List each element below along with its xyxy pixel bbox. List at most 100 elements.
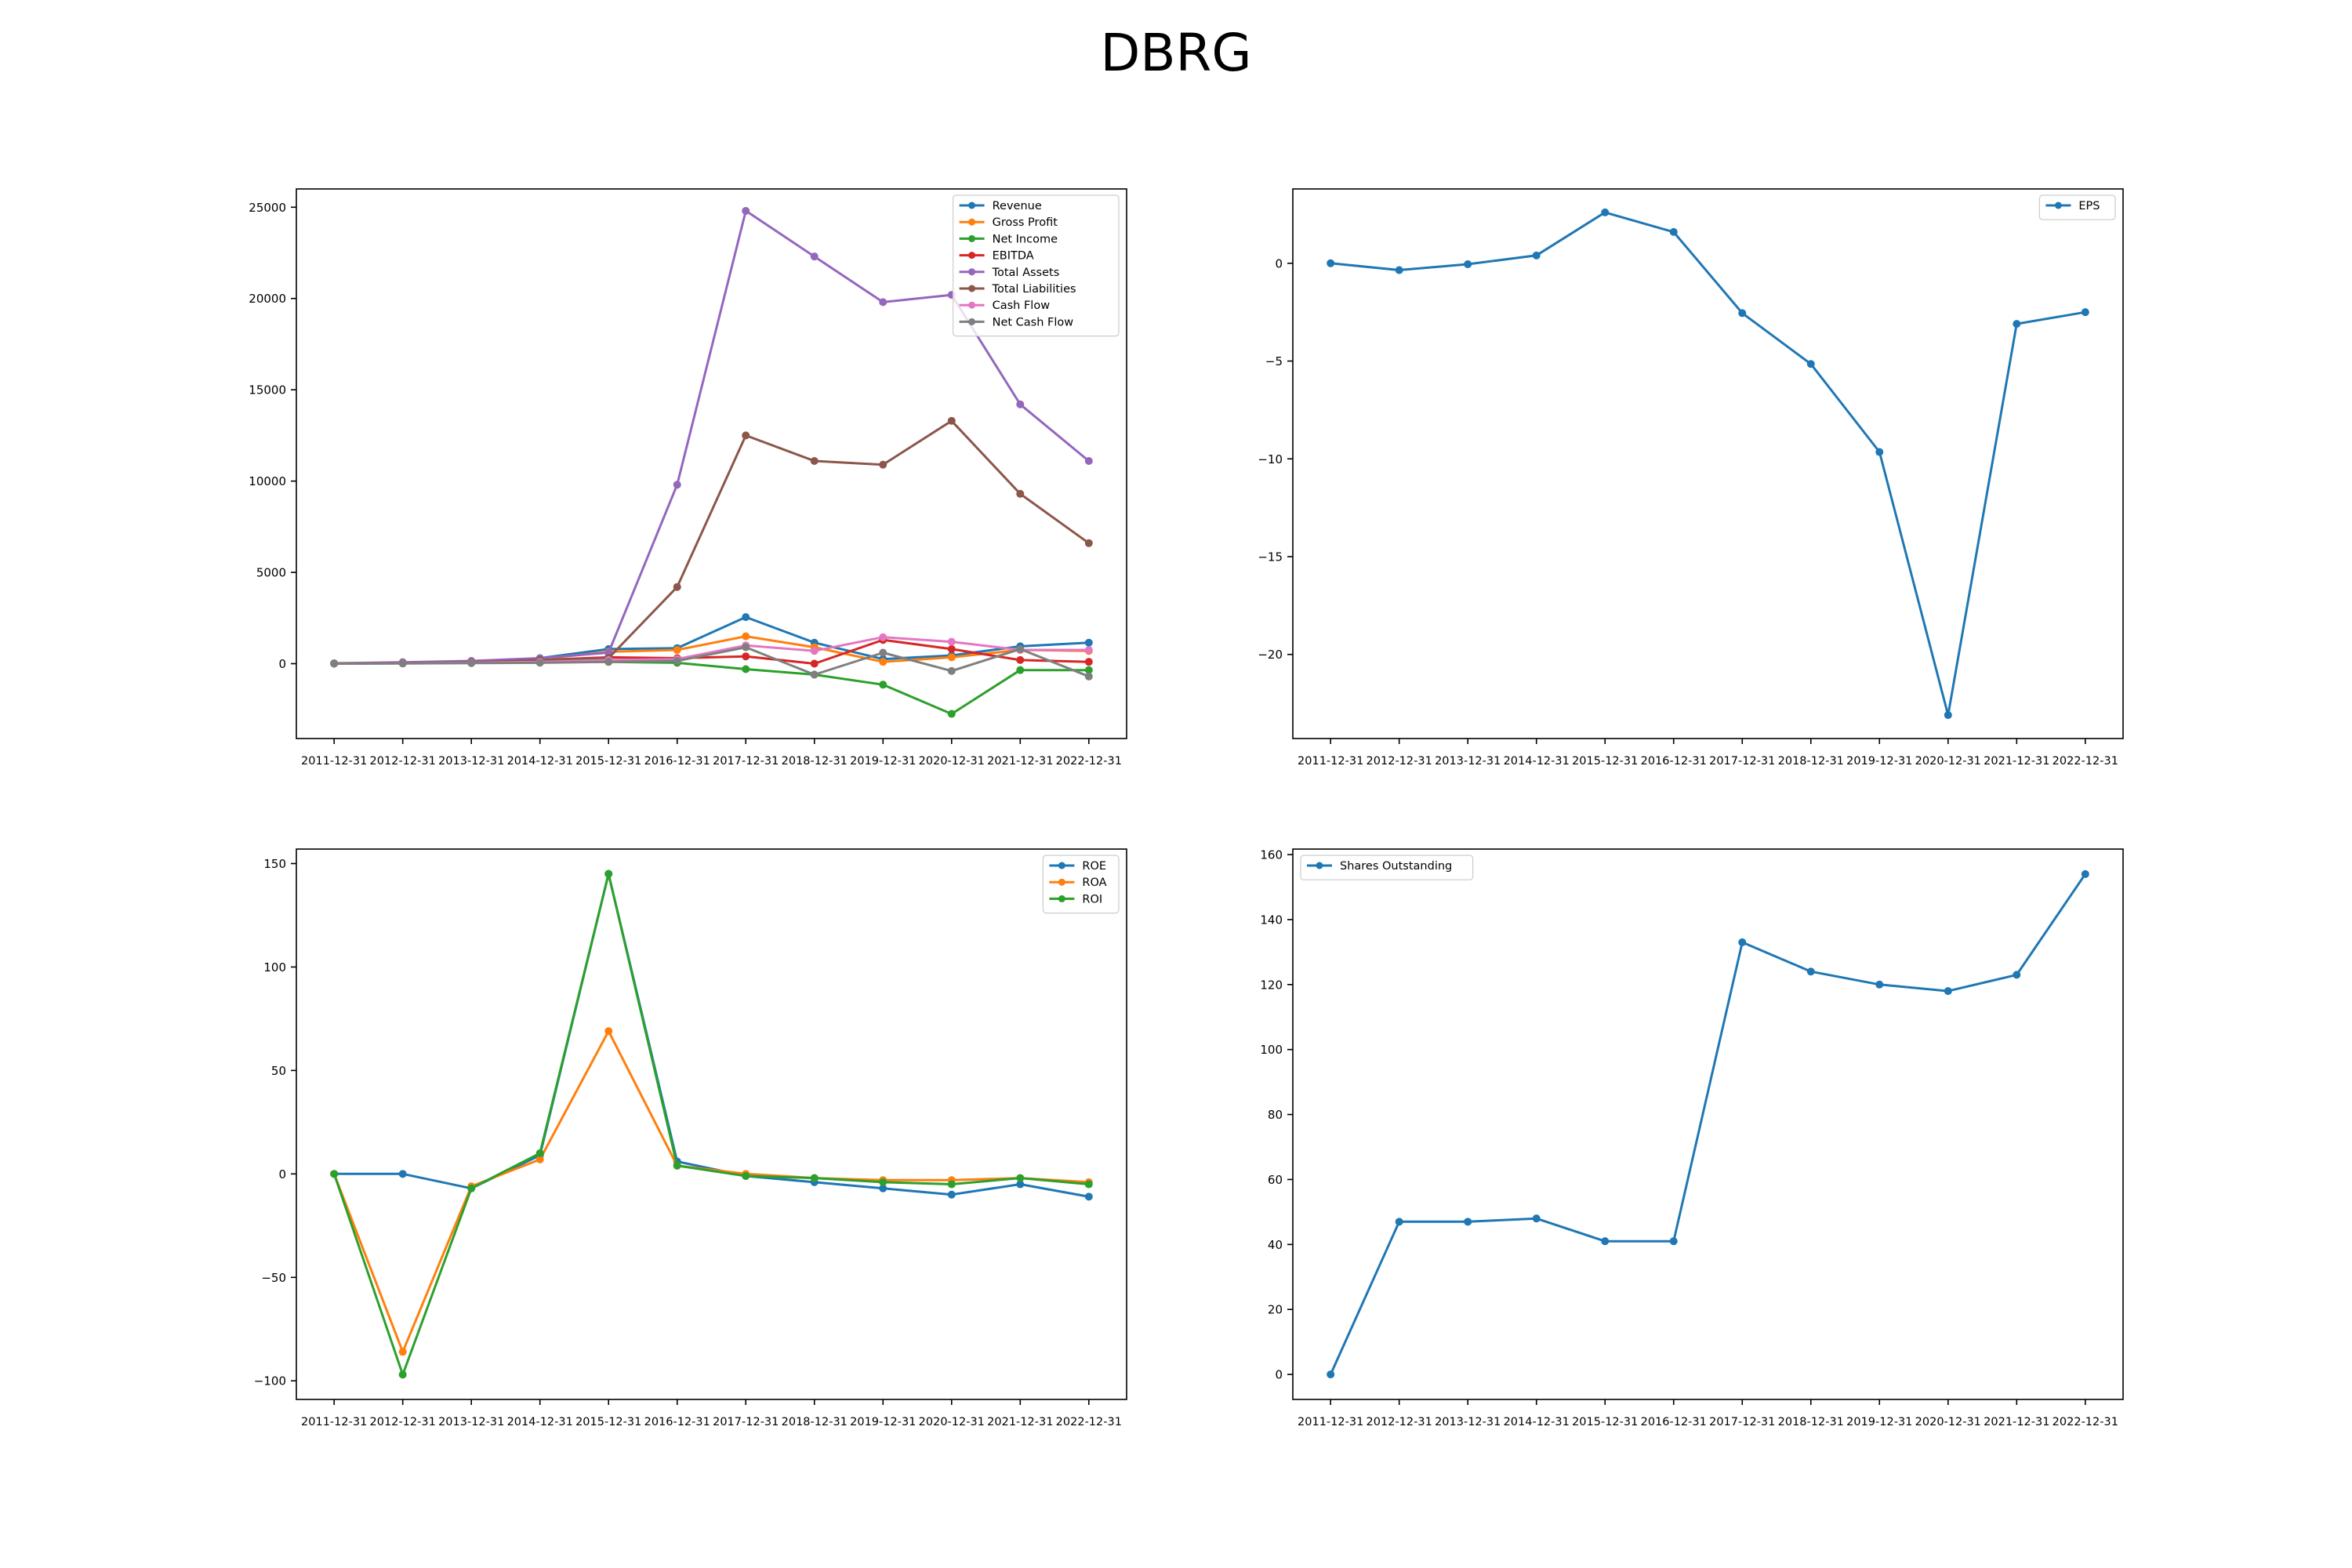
data-point bbox=[742, 613, 750, 622]
y-tick-label: 160 bbox=[1260, 848, 1283, 862]
data-point bbox=[947, 1190, 956, 1199]
legend-marker bbox=[968, 201, 976, 209]
x-tick-label: 2014-12-31 bbox=[1504, 755, 1570, 768]
y-tick-label: 0 bbox=[278, 1167, 286, 1181]
data-point bbox=[535, 1155, 544, 1163]
figure-title: DBRG bbox=[1100, 23, 1251, 83]
data-point bbox=[810, 647, 818, 655]
data-point bbox=[810, 252, 818, 261]
x-tick-label: 2018-12-31 bbox=[1778, 1416, 1844, 1428]
data-point bbox=[398, 1170, 407, 1178]
x-tick-label: 2013-12-31 bbox=[1435, 1416, 1501, 1428]
x-tick-label: 2020-12-31 bbox=[1915, 755, 1981, 768]
data-point bbox=[467, 1184, 476, 1192]
data-point bbox=[398, 1370, 407, 1379]
data-point bbox=[947, 710, 956, 718]
legend-marker bbox=[968, 252, 976, 260]
legend-marker bbox=[1058, 895, 1065, 902]
data-point bbox=[1464, 260, 1472, 269]
data-point bbox=[1601, 1237, 1610, 1246]
y-tick-label: 20000 bbox=[249, 292, 286, 306]
legend-marker bbox=[968, 318, 976, 325]
data-point bbox=[1806, 967, 1815, 976]
y-tick-label: 100 bbox=[263, 960, 286, 975]
data-point bbox=[1327, 259, 1335, 267]
data-point bbox=[947, 644, 956, 653]
legend-label: ROA bbox=[1082, 877, 1106, 889]
series-line-net-cash-flow bbox=[334, 646, 1090, 678]
data-point bbox=[742, 431, 750, 440]
legend-label: ROE bbox=[1082, 860, 1106, 873]
x-tick-label: 2019-12-31 bbox=[1846, 1416, 1912, 1428]
y-tick-label: −10 bbox=[1258, 452, 1283, 466]
x-tick-label: 2022-12-31 bbox=[1056, 1416, 1122, 1428]
y-tick-label: 120 bbox=[1260, 978, 1283, 992]
data-point bbox=[2013, 971, 2021, 979]
y-tick-label: 0 bbox=[1275, 1368, 1283, 1382]
data-point bbox=[1532, 251, 1541, 260]
y-tick-label: 100 bbox=[1260, 1043, 1283, 1057]
data-point bbox=[947, 666, 956, 675]
x-tick-label: 2020-12-31 bbox=[919, 1416, 985, 1428]
x-tick-label: 2017-12-31 bbox=[713, 755, 779, 768]
x-tick-label: 2018-12-31 bbox=[782, 755, 848, 768]
x-tick-label: 2017-12-31 bbox=[1709, 755, 1775, 768]
x-tick-label: 2013-12-31 bbox=[1435, 755, 1501, 768]
y-tick-label: −20 bbox=[1258, 648, 1283, 662]
data-point bbox=[742, 643, 750, 652]
x-tick-label: 2012-12-31 bbox=[1367, 755, 1432, 768]
y-tick-label: 10000 bbox=[249, 474, 286, 488]
data-point bbox=[398, 659, 407, 668]
x-tick-label: 2017-12-31 bbox=[713, 1416, 779, 1428]
x-tick-label: 2014-12-31 bbox=[507, 1416, 573, 1428]
plot-frame bbox=[296, 848, 1127, 1400]
data-point bbox=[742, 652, 750, 661]
legend-label: Gross Profit bbox=[993, 216, 1058, 229]
data-point bbox=[604, 1027, 613, 1036]
x-tick-label: 2012-12-31 bbox=[370, 1416, 436, 1428]
x-tick-label: 2021-12-31 bbox=[1984, 1416, 2049, 1428]
x-tick-label: 2021-12-31 bbox=[987, 755, 1053, 768]
data-point bbox=[742, 665, 750, 673]
data-point bbox=[604, 869, 613, 878]
data-point bbox=[1944, 987, 1952, 996]
data-point bbox=[879, 1184, 887, 1192]
data-point bbox=[1084, 457, 1093, 466]
data-point bbox=[1084, 539, 1093, 547]
y-tick-label: 140 bbox=[1260, 913, 1283, 927]
chart-3: 2011-12-31 2012-12-31 2013-12-31 2014-12-31… bbox=[254, 848, 1127, 1428]
x-tick-label: 2016-12-31 bbox=[644, 1416, 710, 1428]
y-tick-label: 40 bbox=[1268, 1238, 1283, 1252]
legend-box bbox=[1042, 855, 1120, 914]
data-point bbox=[1395, 1218, 1403, 1226]
legend-label: ROI bbox=[1082, 893, 1102, 906]
x-tick-label: 2016-12-31 bbox=[1641, 1416, 1707, 1428]
data-point bbox=[1601, 208, 1610, 216]
data-point bbox=[742, 206, 750, 215]
x-tick-label: 2018-12-31 bbox=[782, 1416, 848, 1428]
data-point bbox=[2013, 320, 2021, 328]
x-tick-label: 2011-12-31 bbox=[301, 1416, 367, 1428]
data-point bbox=[879, 1178, 887, 1186]
data-point bbox=[879, 298, 887, 307]
legend-box bbox=[1300, 855, 1474, 880]
legend-label: Shares Outstanding bbox=[1340, 860, 1452, 873]
data-point bbox=[1395, 266, 1403, 274]
legend-box bbox=[2038, 194, 2116, 220]
data-point bbox=[1016, 666, 1025, 674]
y-tick-label: 0 bbox=[1275, 256, 1283, 270]
data-point bbox=[673, 646, 681, 655]
chart-2: 2011-12-31 2012-12-31 2013-12-31 2014-12-31… bbox=[1258, 188, 2124, 768]
x-tick-label: 2021-12-31 bbox=[987, 1416, 1053, 1428]
x-tick-label: 2020-12-31 bbox=[1915, 1416, 1981, 1428]
data-point bbox=[1084, 666, 1093, 674]
series-line-roi bbox=[332, 873, 1089, 1376]
x-tick-label: 2013-12-31 bbox=[438, 755, 504, 768]
data-point bbox=[2081, 308, 2089, 317]
chart-1: 2011-12-31 2012-12-31 2013-12-31 2014-12-31… bbox=[249, 188, 1127, 768]
legend-label: Total Liabilities bbox=[992, 283, 1076, 296]
legend-marker bbox=[968, 234, 976, 242]
data-point bbox=[947, 653, 956, 662]
data-point bbox=[810, 457, 818, 466]
x-tick-label: 2012-12-31 bbox=[370, 755, 436, 768]
